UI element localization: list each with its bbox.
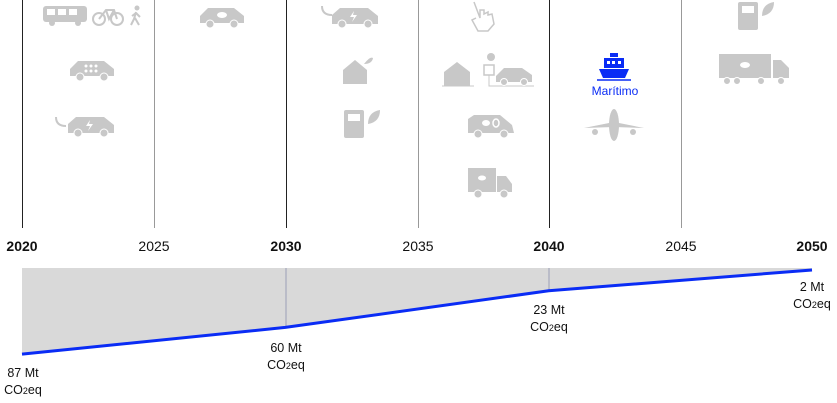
emissions-line bbox=[21, 268, 813, 356]
year-2035: 2035 bbox=[402, 238, 434, 254]
divider-2035 bbox=[418, 0, 419, 228]
ship-icon bbox=[597, 53, 631, 81]
unit-2050: CO2eq bbox=[793, 297, 831, 311]
bicycle-icon bbox=[92, 9, 124, 26]
value-2030: 60 Mt bbox=[270, 341, 302, 355]
eco-house-icon bbox=[343, 57, 373, 84]
value-2040: 23 Mt bbox=[533, 303, 565, 317]
divider-2045 bbox=[681, 0, 682, 228]
pedestrian-icon bbox=[130, 5, 141, 26]
value-label-2040: 23 Mt CO2eq bbox=[521, 302, 577, 337]
airplane-icon bbox=[584, 109, 644, 141]
divider-2030 bbox=[286, 0, 287, 228]
year-2030: 2030 bbox=[270, 238, 302, 254]
year-2025: 2025 bbox=[138, 238, 170, 254]
unit-2040: CO2eq bbox=[530, 320, 568, 334]
year-2050: 2050 bbox=[796, 238, 828, 254]
unit-2030: CO2eq bbox=[267, 358, 305, 372]
value-label-2030: 60 Mt CO2eq bbox=[258, 340, 314, 375]
electric-car-icon bbox=[321, 5, 378, 29]
car-sharing-icon bbox=[70, 61, 114, 82]
hand-pointer-icon bbox=[470, 1, 495, 32]
unit-2020: CO2eq bbox=[4, 383, 42, 397]
value-label-2020: 87 Mt CO2eq bbox=[0, 365, 46, 400]
value-2050: 2 Mt bbox=[799, 280, 825, 294]
year-2045: 2045 bbox=[665, 238, 697, 254]
biofuel-pump-icon bbox=[344, 110, 380, 138]
zero-emission-van-icon bbox=[468, 115, 514, 139]
maritime-label: Marítimo bbox=[591, 84, 639, 98]
eco-truck-trailer-icon bbox=[719, 54, 789, 85]
divider-2025 bbox=[154, 0, 155, 228]
divider-2020 bbox=[22, 0, 23, 228]
biofuel-pump-icon bbox=[738, 2, 774, 30]
eco-truck-icon bbox=[468, 168, 512, 199]
value-label-2050: 2 Mt CO2eq bbox=[786, 279, 837, 314]
electric-car-plug-icon bbox=[55, 116, 114, 138]
eco-car-icon bbox=[200, 8, 244, 29]
divider-2040 bbox=[549, 0, 550, 228]
solar-house-charging-icon bbox=[442, 53, 534, 87]
year-2040: 2040 bbox=[533, 238, 565, 254]
year-2020: 2020 bbox=[6, 238, 38, 254]
bus-icon bbox=[43, 6, 87, 26]
value-2020: 87 Mt bbox=[7, 366, 39, 380]
